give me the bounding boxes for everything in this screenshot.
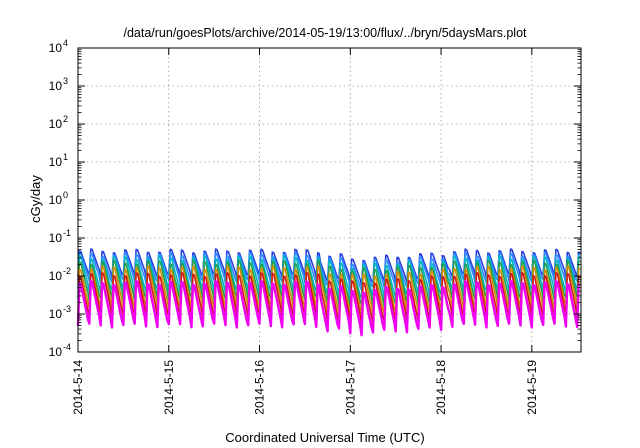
series-line — [77, 255, 581, 303]
y-tick-exponent: 4 — [63, 38, 68, 48]
series-line — [76, 279, 581, 337]
y-tick-exponent: 3 — [63, 76, 68, 86]
y-tick-label: 10 — [49, 269, 63, 283]
axis-ticks — [77, 47, 581, 353]
chart-title: /data/run/goesPlots/archive/2014-05-19/1… — [123, 26, 527, 40]
x-tick-label: 2014-5-18 — [434, 360, 448, 415]
y-tick-label: 10 — [49, 231, 63, 245]
y-tick-label: 10 — [49, 307, 63, 321]
x-tick-label: 2014-5-19 — [525, 360, 539, 415]
y-tick-exponent: 1 — [63, 152, 68, 162]
y-tick-exponent: 0 — [63, 190, 68, 200]
y-tick-exponent: -4 — [63, 342, 71, 352]
x-axis-label: Coordinated Universal Time (UTC) — [225, 430, 424, 445]
y-tick-exponent: -1 — [63, 228, 71, 238]
y-tick-exponent: -2 — [63, 266, 71, 276]
x-tick-label: 2014-5-17 — [343, 360, 357, 415]
x-tick-label: 2014-5-14 — [71, 360, 85, 415]
y-tick-label: 10 — [49, 41, 63, 55]
series-line — [77, 251, 581, 293]
y-tick-label: 10 — [49, 79, 63, 93]
series-line — [77, 271, 581, 326]
y-axis-label: cGy/day — [28, 175, 43, 223]
y-tick-label: 10 — [49, 345, 63, 359]
x-tick-labels: 2014-5-14 2014-5-15 2014-5-16 2014-5-17 2014… — [71, 360, 539, 415]
x-tick-label: 2014-5-16 — [253, 360, 267, 415]
series-line — [77, 259, 581, 309]
y-tick-exponent: -3 — [63, 304, 71, 314]
y-tick-label: 10 — [49, 117, 63, 131]
y-tick-exponent: 2 — [63, 114, 68, 124]
y-tick-label: 10 — [49, 155, 63, 169]
series-line — [77, 265, 581, 317]
y-tick-label: 10 — [49, 193, 63, 207]
x-tick-label: 2014-5-15 — [162, 360, 176, 415]
series-lines — [76, 248, 581, 337]
